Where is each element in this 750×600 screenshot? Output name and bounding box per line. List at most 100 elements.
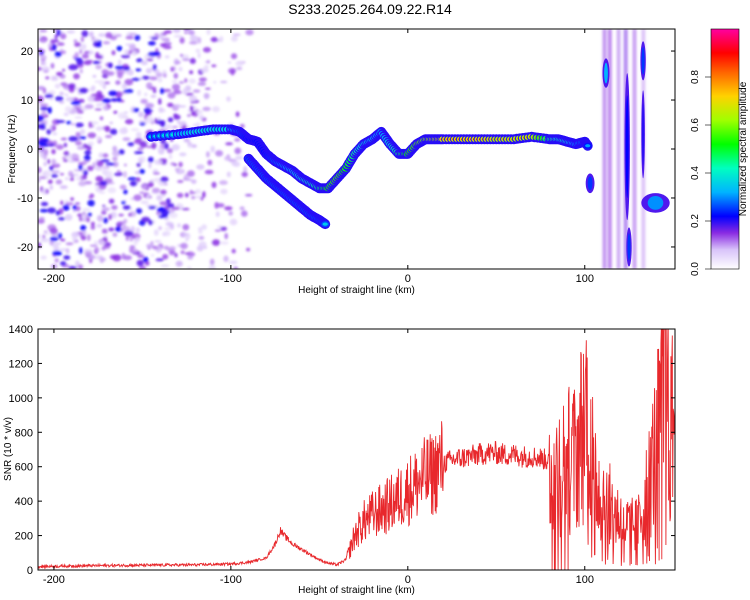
noise-blob [53, 245, 60, 251]
colorbar-tick-label: 0.0 [690, 262, 701, 276]
noise-blob [102, 41, 111, 45]
noise-blob [224, 206, 233, 211]
noise-blob [122, 137, 131, 142]
noise-blob-strong [123, 66, 131, 71]
noise-blob-strong [75, 122, 84, 128]
noise-blob-strong [129, 180, 137, 187]
noise-blob [63, 142, 68, 148]
noise-blob [202, 47, 212, 53]
noise-blob-strong [78, 87, 88, 94]
noise-blob [38, 39, 47, 42]
noise-blob [113, 110, 118, 114]
noise-blob [211, 181, 217, 189]
y-tick-label: -10 [17, 193, 33, 205]
noise-blob-strong [78, 247, 83, 254]
noise-blob [159, 33, 164, 40]
noise-blob [112, 156, 118, 162]
noise-blob-strong [40, 201, 49, 207]
noise-blob [90, 225, 96, 230]
noise-blob [185, 178, 193, 181]
noise-blob [223, 255, 229, 263]
noise-blob-strong [79, 136, 87, 140]
noise-blob [187, 170, 195, 177]
x-tick-label: 0 [405, 273, 411, 285]
noise-blob [167, 102, 174, 108]
noise-blob [210, 36, 218, 43]
noise-blob [230, 35, 238, 42]
noise-blob [52, 132, 58, 136]
noise-blob [43, 230, 48, 233]
noise-blob [95, 175, 104, 182]
noise-blob [108, 198, 115, 204]
noise-blob-strong [84, 150, 92, 156]
noise-blob [183, 138, 190, 143]
noise-blob [157, 147, 164, 151]
noise-blob [166, 148, 173, 154]
noise-blob [118, 213, 124, 217]
noise-blob [95, 64, 102, 70]
noise-blob-strong [160, 209, 170, 217]
noise-blob [220, 188, 228, 195]
noise-blob [164, 55, 170, 59]
noise-blob [183, 177, 187, 181]
snr-plot-area [38, 329, 675, 570]
y-tick-label: 800 [15, 427, 33, 439]
noise-blob [75, 202, 80, 205]
noise-blob-strong [81, 30, 89, 37]
noise-blob [49, 227, 58, 235]
y-tick-label: 20 [21, 46, 33, 58]
noise-blob [226, 96, 231, 102]
noise-blob-strong [134, 151, 144, 155]
noise-blob [74, 116, 83, 119]
noise-blob [224, 232, 228, 240]
noise-blob-strong [103, 217, 108, 224]
noise-blob [232, 33, 241, 36]
noise-blob [50, 77, 59, 81]
y-tick-label: 1000 [9, 393, 33, 405]
noise-blob [163, 88, 172, 92]
noise-blob [229, 218, 238, 226]
noise-blob [99, 257, 106, 262]
noise-blob [178, 66, 183, 72]
noise-blob [138, 111, 144, 118]
noise-blob [172, 125, 178, 129]
noise-blob [198, 230, 203, 234]
noise-blob [198, 236, 205, 240]
noise-blob [95, 126, 103, 131]
colorbar-tick-label: 0.4 [690, 166, 701, 180]
noise-blob [42, 234, 46, 239]
noise-blob [135, 177, 141, 183]
colorbar-tick-label: 0.8 [690, 70, 701, 84]
noise-blob [101, 210, 107, 215]
noise-blob [65, 242, 74, 246]
x-tick-label: 100 [576, 574, 594, 586]
noise-blob [158, 107, 164, 113]
noise-blob [197, 52, 201, 59]
noise-blob [245, 29, 254, 36]
noise-blob [204, 64, 209, 69]
noise-blob [165, 124, 173, 129]
noise-blob [59, 91, 64, 96]
noise-blob-strong [131, 77, 141, 81]
noise-blob [176, 120, 181, 124]
noise-blob [51, 158, 57, 165]
noise-blob [169, 212, 178, 219]
noise-blob [69, 178, 75, 181]
noise-blob [75, 176, 82, 181]
noise-blob [76, 206, 80, 211]
noise-blob [184, 252, 190, 255]
noise-blob [173, 113, 178, 118]
noise-blob [77, 145, 84, 148]
noise-blob [214, 229, 221, 232]
noise-blob [187, 143, 193, 148]
noise-blob-strong [59, 261, 67, 266]
noise-blob [204, 87, 211, 90]
noise-blob [87, 132, 97, 139]
noise-blob [84, 51, 90, 54]
noise-blob [117, 71, 123, 79]
noise-blob [68, 83, 76, 89]
noise-blob [38, 66, 43, 71]
noise-stripe [616, 29, 621, 269]
noise-blob [162, 254, 169, 260]
